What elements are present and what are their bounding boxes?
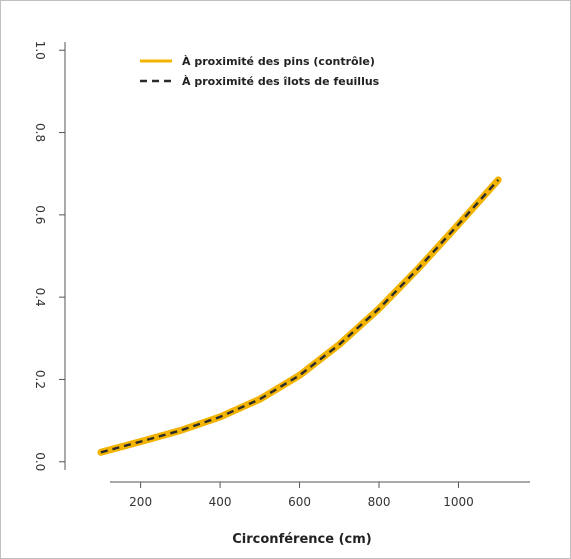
legend-label-control: À proximité des pins (contrôle) (182, 55, 375, 68)
y-tick-label: 0.6 (33, 205, 47, 224)
legend-label-broadleaf: À proximité des îlots de feuillus (182, 75, 380, 88)
series-layer (97, 176, 502, 456)
x-tick-label: 400 (209, 495, 232, 509)
y-tick-label: 0.8 (33, 123, 47, 142)
x-axis-title: Circonférence (cm) (232, 532, 371, 547)
x-ticks: 200 400 600 800 1000 (129, 482, 474, 509)
y-tick-label: 0.2 (33, 370, 47, 389)
x-tick-label: 600 (288, 495, 311, 509)
x-tick-label: 1000 (443, 495, 474, 509)
y-tick-label: 0.0 (33, 452, 47, 471)
series-line-control (97, 176, 502, 456)
x-tick-label: 200 (129, 495, 152, 509)
legend: À proximité des pins (contrôle) À proxim… (140, 55, 380, 88)
y-tick-label: 1.0 (33, 41, 47, 60)
x-tick-label: 800 (368, 495, 391, 509)
y-tick-label: 0.4 (33, 288, 47, 307)
y-ticks: 0.0 0.2 0.4 0.6 0.8 1.0 (33, 41, 65, 471)
